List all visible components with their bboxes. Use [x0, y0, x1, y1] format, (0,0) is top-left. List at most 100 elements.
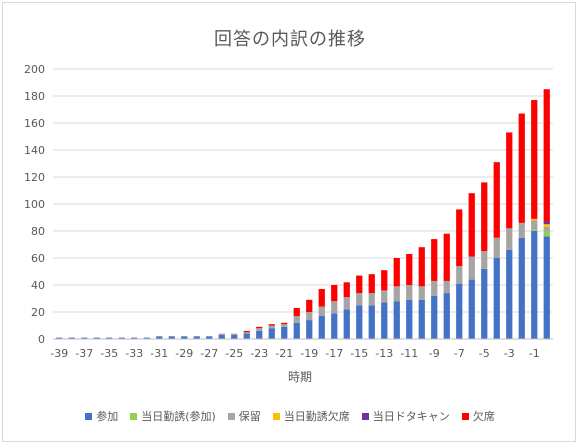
x-tick-label: -3: [504, 347, 515, 360]
x-tick-label: -35: [100, 347, 118, 360]
x-tick-label: -7: [454, 347, 465, 360]
bar-segment: [531, 229, 538, 231]
bar-segment: [518, 222, 525, 238]
bar-segment: [368, 305, 375, 339]
bar-segment: [406, 285, 413, 300]
bar-segment: [318, 306, 325, 317]
bar-segment: [506, 132, 513, 229]
bar-segment: [168, 336, 175, 339]
legend: 参加 当日勤誘(参加) 保留 当日勤誘欠席 当日ドタキャン 欠席: [3, 408, 577, 424]
legend-item: 当日勤誘欠席: [272, 408, 350, 424]
legend-swatch: [130, 412, 138, 420]
y-tick-label: 60: [31, 252, 45, 265]
legend-swatch: [85, 412, 93, 420]
bar-segment: [443, 233, 450, 281]
bar-segment: [543, 236, 550, 339]
x-tick-label: -19: [300, 347, 318, 360]
bar-segment: [206, 336, 213, 339]
bar-segment: [543, 224, 550, 227]
bar-segment: [343, 282, 350, 298]
bar-segment: [381, 290, 388, 303]
bar-segment: [531, 220, 538, 230]
legend-item: 欠席: [461, 408, 495, 424]
bar-segment: [293, 307, 300, 317]
bar-segment: [393, 286, 400, 302]
legend-label: 参加: [96, 410, 119, 423]
y-tick-label: 120: [24, 171, 45, 184]
bar-segment: [481, 251, 488, 269]
bar-segment: [106, 337, 113, 339]
bar-segment: [118, 337, 125, 339]
bar-segment: [468, 279, 475, 339]
legend-swatch: [361, 412, 369, 420]
x-tick-label: -1: [529, 347, 540, 360]
legend-label: 保留: [238, 410, 261, 423]
bar-segment: [381, 270, 388, 291]
bar-segment: [281, 324, 288, 327]
x-tick-label: -27: [200, 347, 218, 360]
bar-segment: [368, 293, 375, 306]
chart-frame: 回答の内訳の推移 0 20 40 60 80 100 120 140 160 180 200 -39-…: [2, 2, 576, 442]
bar-segment: [531, 218, 538, 221]
bar-segment: [443, 293, 450, 339]
bar-segment: [318, 289, 325, 307]
bar-segment: [368, 274, 375, 294]
y-tick-label: 0: [38, 333, 45, 346]
bar-segment: [356, 275, 363, 294]
y-tick-label: 180: [24, 90, 45, 103]
bar-segment: [256, 328, 263, 331]
bar-segment: [243, 330, 250, 333]
bar-segment: [468, 256, 475, 280]
bar-segment: [543, 221, 550, 225]
legend-item: 当日ドタキャン: [361, 408, 450, 424]
bar-segment: [181, 336, 188, 339]
y-tick-label: 100: [24, 198, 45, 211]
bar-segment: [331, 301, 338, 314]
bar-segment: [331, 285, 338, 302]
legend-item: 参加: [85, 408, 118, 424]
bar-segment: [256, 326, 263, 329]
bar-segment: [281, 322, 288, 325]
bar-segment: [406, 253, 413, 285]
chart-title: 回答の内訳の推移: [214, 29, 366, 50]
x-tick-label: -9: [429, 347, 440, 360]
bar-segment: [268, 324, 275, 326]
bar-segment: [293, 316, 300, 323]
bar-segment: [456, 266, 463, 284]
bar-segment: [393, 258, 400, 287]
bar-segment: [131, 337, 138, 339]
legend-swatch: [461, 412, 469, 420]
x-tick-label: -33: [125, 347, 143, 360]
legend-label: 欠席: [472, 410, 495, 423]
bar-segment: [218, 333, 225, 335]
bar-segment: [518, 113, 525, 223]
bars: [56, 89, 550, 339]
bar-segment: [543, 226, 550, 231]
bar-segment: [268, 325, 275, 329]
bar-segment: [443, 280, 450, 294]
x-tick-label: -37: [75, 347, 93, 360]
x-tick-label: -23: [250, 347, 268, 360]
x-axis-title: 時期: [288, 370, 312, 384]
bar-segment: [231, 333, 238, 335]
bar-segment: [493, 162, 500, 238]
bar-segment: [93, 337, 100, 339]
bar-segment: [468, 193, 475, 257]
x-tick-label: -25: [225, 347, 243, 360]
bar-segment: [56, 337, 63, 339]
x-tick-label: -39: [50, 347, 68, 360]
bar-segment: [256, 330, 263, 339]
bar-segment: [543, 231, 550, 237]
bar-segment: [381, 302, 388, 339]
bar-segment: [156, 336, 163, 339]
bar-segment: [343, 309, 350, 339]
bar-segment: [543, 89, 550, 222]
bar-segment: [193, 336, 200, 339]
bar-segment: [68, 337, 75, 339]
bar-segment: [268, 328, 275, 339]
bar-segment: [506, 249, 513, 339]
bar-segment: [293, 322, 300, 339]
bar-segment: [518, 237, 525, 339]
bar-segment: [306, 299, 313, 312]
